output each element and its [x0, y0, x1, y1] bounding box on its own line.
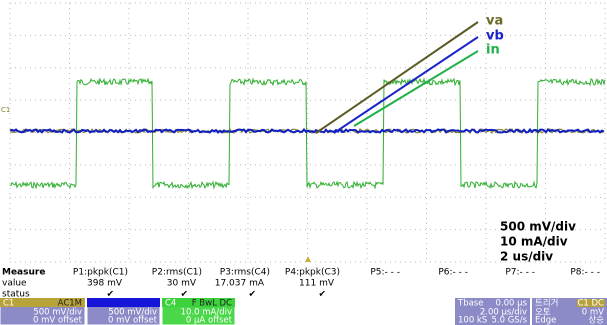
measure-value: value: [2, 279, 27, 289]
trigger-slope: 상승: [588, 315, 604, 325]
measure-header: P1:pkpk(C1): [73, 268, 128, 278]
measure-value: 17.037 mA: [215, 279, 265, 289]
measure-value: 398 mV: [87, 279, 123, 289]
channel-setting: 0 mV offset: [108, 316, 158, 325]
vb-label: vb: [486, 29, 504, 44]
channel-setting: 0 µA offset: [186, 316, 233, 325]
in-label: in: [486, 43, 500, 58]
scale-label: 2 us/div: [500, 250, 553, 264]
channel-tag: C4: [165, 299, 176, 309]
timebase-samples: 100 kS: [458, 316, 487, 325]
channel-setting: 0 mV offset: [33, 316, 83, 325]
trigger-type: Edge: [535, 316, 556, 325]
channel-tag: C1: [3, 299, 14, 309]
measure-value: 30 mV: [167, 279, 197, 289]
timebase-rate: 5.0 GS/s: [492, 316, 528, 325]
oscilloscope-screen: va vb in 500 mV/div 10 mA/div 2 us/div C…: [0, 0, 607, 325]
measure-header: P2:rms(C1): [152, 268, 202, 278]
measure-status: ✔: [248, 290, 256, 300]
measure-status: ✔: [318, 290, 326, 300]
measure-header: P4:pkpk(C3): [285, 268, 340, 278]
scale-label: 500 mV/div: [500, 220, 576, 234]
measure-value: 111 mV: [299, 279, 335, 289]
va-label: va: [486, 14, 503, 29]
measure-header: Measure: [2, 268, 45, 278]
scale-label: 10 mA/div: [500, 235, 568, 249]
measure-header: P5:- - -: [370, 268, 400, 278]
measure-header: P8:- - -: [570, 268, 600, 278]
channel-header: [87, 298, 160, 307]
measure-header: P3:rms(C4): [220, 268, 270, 278]
channel-marker: C1: [1, 106, 10, 114]
measure-header: P6:- - -: [438, 268, 468, 278]
measure-header: P7:- - -: [505, 268, 535, 278]
